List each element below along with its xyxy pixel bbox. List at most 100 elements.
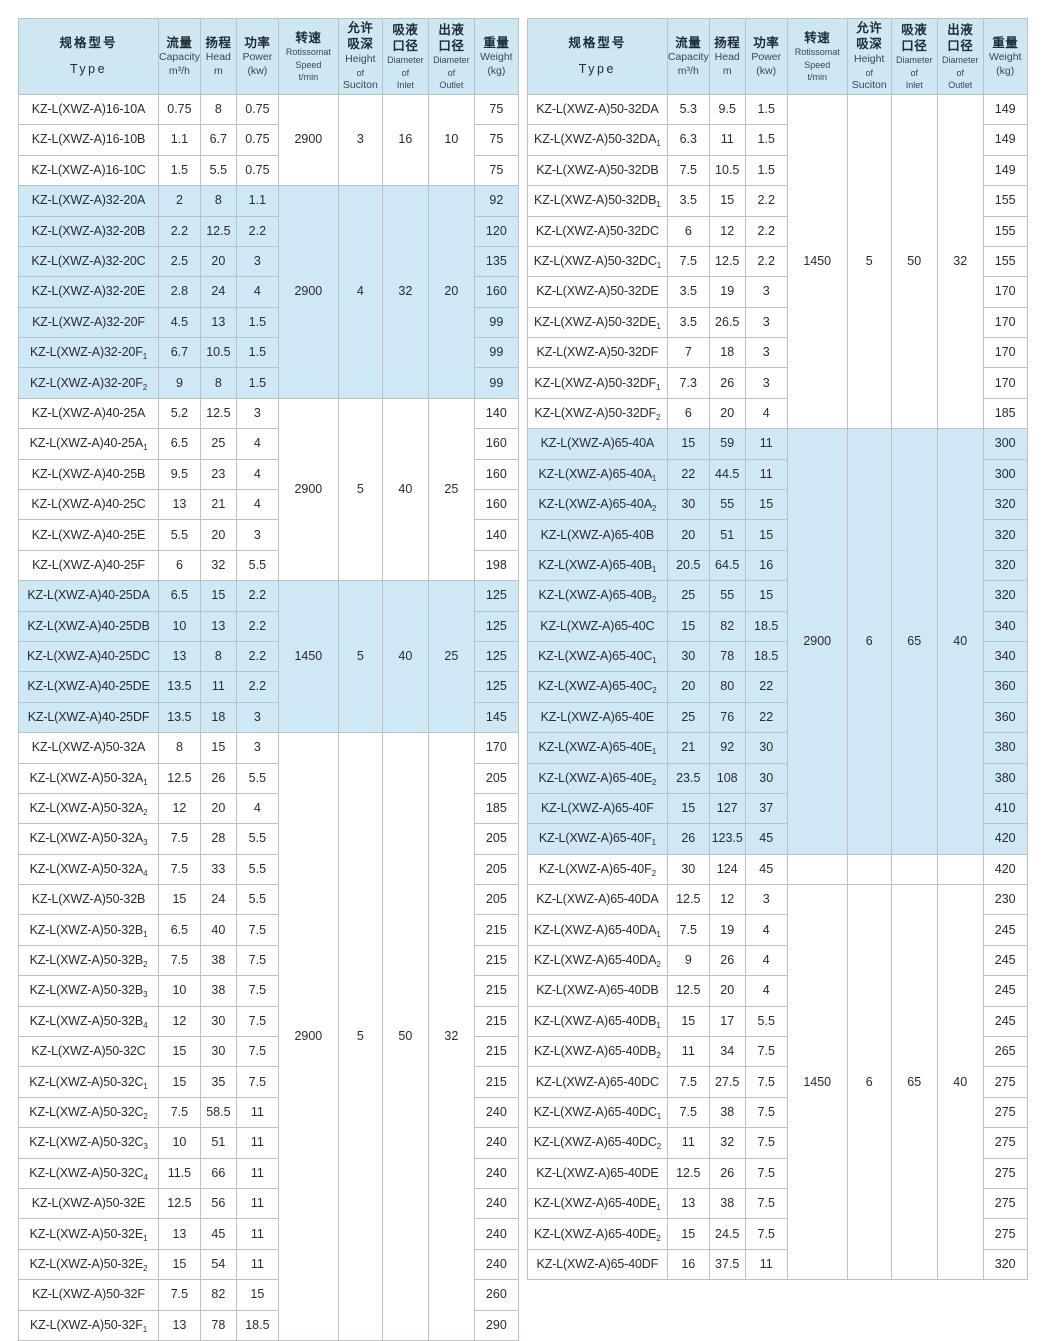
cell-weight: 245 bbox=[982, 1005, 1028, 1038]
cell-power: 5.5 bbox=[744, 1005, 788, 1038]
cell-capacity: 20.5 bbox=[666, 549, 710, 582]
table-row: KZ-L(XWZ-A)40-25DB 10 13 2.2 125 bbox=[18, 610, 519, 642]
cell-capacity: 15 bbox=[666, 428, 710, 460]
type-subscript: 1 bbox=[143, 929, 148, 939]
cell-speed: 2900 bbox=[786, 428, 848, 855]
cell-capacity: 12.5 bbox=[158, 1187, 201, 1220]
cell-capacity: 3.5 bbox=[666, 306, 710, 339]
cell-type: KZ-L(XWZ-A)32-20A bbox=[18, 185, 159, 217]
cell-head: 76 bbox=[708, 701, 746, 734]
cell-weight: 340 bbox=[982, 610, 1028, 642]
type-subscript: 4 bbox=[143, 868, 148, 878]
table-row: KZ-L(XWZ-A)65-40DB 12.5 20 4 245 bbox=[526, 975, 1028, 1007]
cell-capacity: 6 bbox=[158, 549, 201, 582]
table-row: KZ-L(XWZ-A)65-40DE 12.5 26 7.5 275 bbox=[526, 1157, 1028, 1190]
cell-outlet-diameter: 40 bbox=[936, 428, 984, 855]
cell-type: KZ-L(XWZ-A)50-32A1 bbox=[18, 762, 159, 794]
type-subscript: 2 bbox=[651, 868, 656, 878]
cell-weight: 215 bbox=[473, 914, 519, 946]
cell-capacity: 6 bbox=[666, 397, 710, 430]
cell-head: 12 bbox=[708, 884, 746, 916]
table-row: KZ-L(XWZ-A)65-40A2 30 55 15 320 bbox=[526, 489, 1028, 521]
cell-head: 17 bbox=[708, 1005, 746, 1038]
table-row: KZ-L(XWZ-A)50-32DC1 7.5 12.5 2.2 155 bbox=[526, 245, 1028, 278]
cell-head: 38 bbox=[708, 1096, 746, 1129]
cell-capacity: 21 bbox=[666, 732, 710, 764]
cell-head: 23 bbox=[199, 458, 237, 491]
cell-head: 40 bbox=[199, 914, 237, 946]
cell-capacity: 25 bbox=[666, 580, 710, 612]
cell-power: 3 bbox=[235, 245, 279, 278]
cell-type: KZ-L(XWZ-A)50-32E1 bbox=[18, 1218, 159, 1250]
cell-power: 2.2 bbox=[235, 640, 279, 673]
cell-power: 15 bbox=[744, 580, 788, 612]
table-row: KZ-L(XWZ-A)50-32DE 3.5 19 3 170 bbox=[526, 276, 1028, 308]
column-header-head: 扬程 Head m bbox=[708, 18, 746, 95]
cell-capacity: 15 bbox=[158, 1036, 201, 1068]
cell-head: 20 bbox=[199, 792, 237, 825]
type-subscript: 1 bbox=[651, 564, 657, 574]
table-row: KZ-L(XWZ-A)40-25C 13 21 4 160 bbox=[18, 489, 519, 521]
cell-weight: 160 bbox=[473, 489, 519, 521]
table-row: KZ-L(XWZ-A)50-32B2 7.5 38 7.5 215 bbox=[18, 944, 519, 977]
column-header-suction-height: 允许 吸深 Height of Suciton bbox=[337, 18, 383, 95]
cell-suction-height: 5 bbox=[337, 732, 383, 1341]
cell-type: KZ-L(XWZ-A)40-25DE bbox=[18, 671, 159, 703]
table-row: KZ-L(XWZ-A)32-20A 2 8 1.1 2900 4 32 20 92 bbox=[18, 185, 519, 399]
cell-weight: 92 bbox=[473, 185, 519, 217]
table-row: KZ-L(XWZ-A)32-20C 2.5 20 3 135 bbox=[18, 245, 519, 278]
cell-head: 32 bbox=[199, 549, 237, 582]
cell-power: 7.5 bbox=[235, 975, 279, 1007]
cell-head: 38 bbox=[708, 1187, 746, 1220]
cell-type: KZ-L(XWZ-A)50-32DF2 bbox=[526, 397, 668, 430]
cell-type: KZ-L(XWZ-A)65-40E1 bbox=[526, 732, 668, 764]
cell-type: KZ-L(XWZ-A)65-40E bbox=[526, 701, 668, 734]
cell-capacity: 30 bbox=[666, 640, 710, 673]
cell-type: KZ-L(XWZ-A)32-20C bbox=[18, 245, 159, 278]
cell-head: 20 bbox=[199, 245, 237, 278]
cell-inlet-diameter bbox=[890, 853, 938, 886]
cell-head: 18 bbox=[199, 701, 237, 734]
cell-weight: 160 bbox=[473, 458, 519, 491]
cell-weight: 170 bbox=[982, 367, 1028, 399]
table-row: KZ-L(XWZ-A)65-40E 25 76 22 360 bbox=[526, 701, 1028, 734]
cell-weight: 300 bbox=[982, 428, 1028, 460]
table-row: KZ-L(XWZ-A)65-40DF 16 37.5 11 320 bbox=[526, 1248, 1028, 1281]
cell-type: KZ-L(XWZ-A)65-40DE bbox=[526, 1157, 668, 1190]
cell-weight: 205 bbox=[473, 823, 519, 855]
cell-power: 7.5 bbox=[744, 1187, 788, 1220]
cell-capacity: 11 bbox=[666, 1036, 710, 1068]
cell-weight: 205 bbox=[473, 853, 519, 886]
type-subscript: 2 bbox=[142, 382, 148, 392]
cell-capacity: 10 bbox=[158, 610, 201, 642]
cell-capacity: 15 bbox=[666, 1005, 710, 1038]
type-subscript: 2 bbox=[656, 1142, 662, 1152]
cell-suction-height: 3 bbox=[337, 93, 383, 187]
cell-head: 10.5 bbox=[708, 154, 746, 187]
cell-power: 7.5 bbox=[235, 914, 279, 946]
table-row: KZ-L(XWZ-A)50-32A3 7.5 28 5.5 205 bbox=[18, 823, 519, 855]
cell-capacity: 13 bbox=[158, 640, 201, 673]
cell-head: 55 bbox=[708, 580, 746, 612]
type-subscript: 1 bbox=[651, 473, 657, 483]
cell-type: KZ-L(XWZ-A)65-40C2 bbox=[526, 671, 668, 703]
cell-power: 18.5 bbox=[744, 640, 788, 673]
column-header-type: 规格型号 Type bbox=[526, 18, 668, 95]
type-subscript: 3 bbox=[143, 838, 148, 848]
cell-capacity: 7.3 bbox=[666, 367, 710, 399]
cell-outlet-diameter: 40 bbox=[936, 884, 984, 1281]
cell-weight: 170 bbox=[982, 337, 1028, 369]
column-header-outlet-diameter: 出液 口径 Diameter of Outlet bbox=[427, 18, 475, 95]
cell-type: KZ-L(XWZ-A)16-10A bbox=[18, 93, 159, 126]
cell-type: KZ-L(XWZ-A)40-25DB bbox=[18, 610, 159, 642]
table-row: KZ-L(XWZ-A)50-32C1 15 35 7.5 215 bbox=[18, 1066, 519, 1098]
cell-capacity: 13 bbox=[158, 489, 201, 521]
cell-suction-height: 6 bbox=[846, 428, 892, 855]
cell-capacity: 8 bbox=[158, 732, 201, 764]
table-row: KZ-L(XWZ-A)50-32A1 12.5 26 5.5 205 bbox=[18, 762, 519, 794]
cell-power: 5.5 bbox=[235, 549, 279, 582]
cell-power: 11 bbox=[744, 458, 788, 491]
column-header-head: 扬程 Head m bbox=[199, 18, 237, 95]
cell-weight: 149 bbox=[982, 154, 1028, 187]
cell-capacity: 12.5 bbox=[666, 1157, 710, 1190]
